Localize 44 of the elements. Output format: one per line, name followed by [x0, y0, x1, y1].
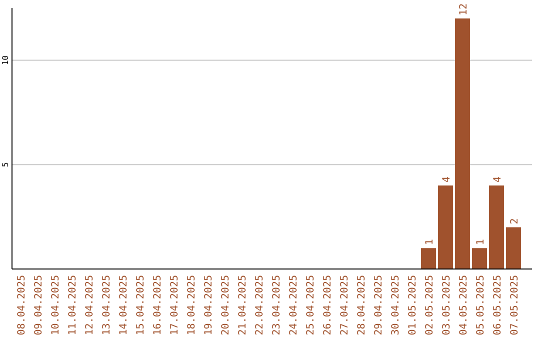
x-tick-label: 17.04.2025	[170, 275, 180, 336]
x-tick-label: 16.04.2025	[152, 275, 164, 336]
x-tick-label: 29.04.2025	[374, 275, 384, 336]
x-tick-label: 22.04.2025	[254, 275, 266, 336]
x-tick-label: 13.04.2025	[102, 275, 112, 336]
x-tick-label: 30.04.2025	[390, 275, 402, 336]
x-tick-label: 24.04.2025	[288, 275, 300, 336]
x-tick-label: 23.04.2025	[272, 275, 282, 336]
x-tick-label: 06.05.2025	[492, 275, 504, 336]
y-tick-label: 5	[1, 162, 10, 168]
data-label: 4	[492, 176, 504, 182]
data-label: 4	[442, 176, 452, 182]
bar	[506, 227, 521, 269]
y-tick-label: 10	[1, 55, 10, 66]
x-tick-label: 08.04.2025	[16, 275, 28, 336]
x-tick-label: 12.04.2025	[84, 275, 96, 336]
data-label: 1	[424, 239, 436, 246]
x-tick-label: 09.04.2025	[34, 275, 44, 336]
x-tick-label: 05.05.2025	[476, 275, 486, 336]
data-label: 1	[476, 239, 486, 246]
bar	[438, 185, 453, 269]
x-tick-label: 18.04.2025	[186, 275, 198, 336]
x-tick-label: 15.04.2025	[136, 275, 146, 336]
x-tick-label: 10.04.2025	[50, 275, 62, 336]
bar	[455, 18, 470, 269]
data-label: 12	[458, 3, 470, 16]
x-tick-label: 03.05.2025	[442, 275, 452, 336]
x-tick-label: 25.04.2025	[306, 275, 316, 336]
x-tick-label: 02.05.2025	[424, 275, 436, 336]
x-tick-label: 04.05.2025	[458, 275, 470, 336]
bar	[421, 248, 436, 269]
x-tick-label: 26.04.2025	[322, 275, 334, 336]
bar	[472, 248, 487, 269]
x-tick-label: 21.04.2025	[238, 275, 248, 336]
x-tick-label: 20.04.2025	[220, 275, 232, 336]
x-tick-label: 28.04.2025	[356, 275, 368, 336]
x-tick-label: 19.04.2025	[204, 275, 214, 336]
data-label: 2	[510, 218, 520, 224]
x-tick-label: 11.04.2025	[68, 275, 78, 336]
bar	[489, 185, 504, 269]
x-tick-label: 01.05.2025	[408, 275, 418, 336]
x-tick-label: 14.04.2025	[118, 275, 130, 336]
x-tick-label: 27.04.2025	[340, 275, 350, 336]
x-tick-label: 07.05.2025	[510, 275, 520, 336]
